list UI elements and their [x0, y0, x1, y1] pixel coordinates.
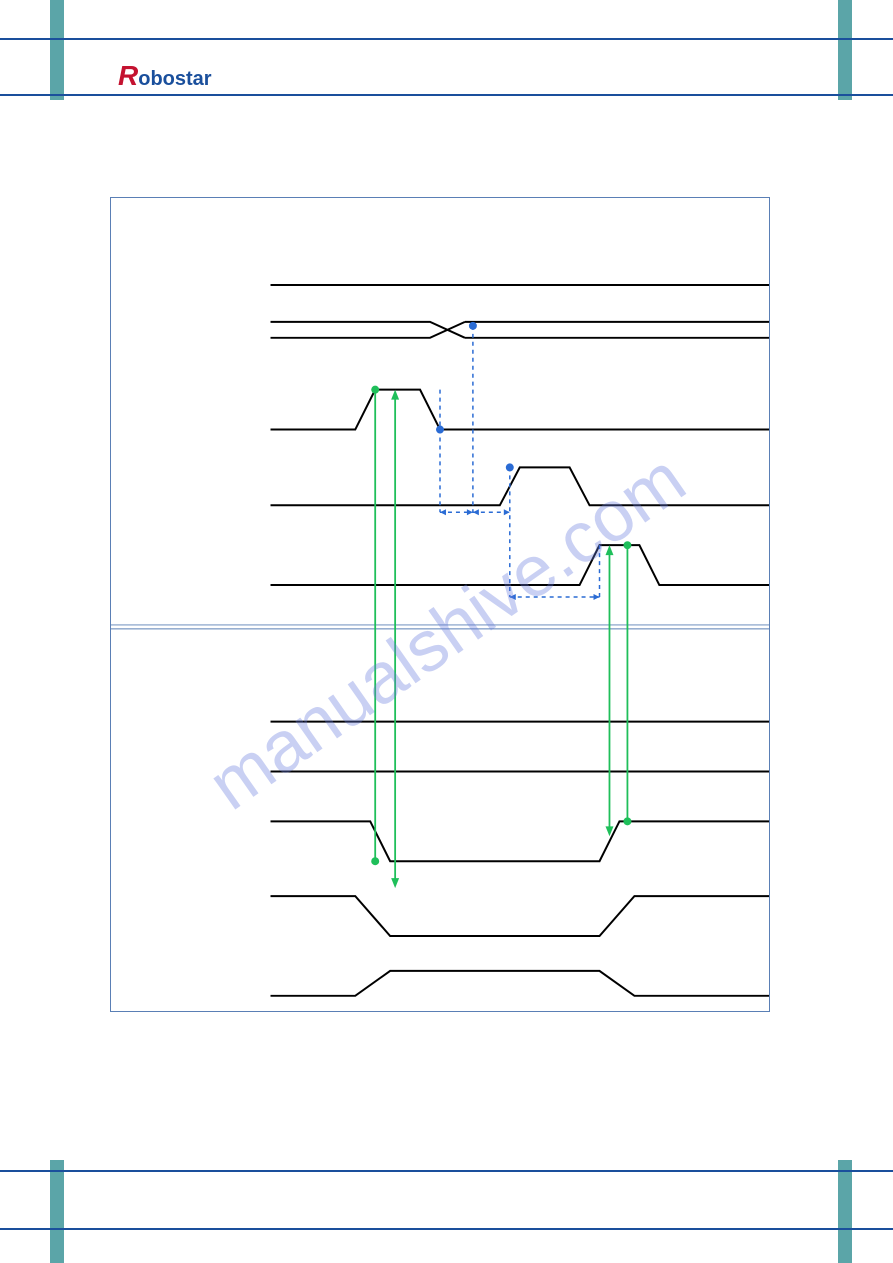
- logo: Robostar: [118, 60, 212, 92]
- logo-text: obostar: [138, 68, 211, 90]
- teal-bar-bottom-left: [50, 1160, 64, 1263]
- footer-line-1: [0, 1170, 893, 1172]
- footer-line-2: [0, 1228, 893, 1230]
- teal-bar-bottom-right: [838, 1160, 852, 1263]
- teal-bar-top-left: [50, 0, 64, 100]
- header-line-2: [0, 94, 893, 96]
- timing-diagram: [110, 197, 770, 1012]
- header-line-1: [0, 38, 893, 40]
- logo-initial: R: [118, 60, 138, 91]
- teal-bar-top-right: [838, 0, 852, 100]
- timing-diagram-svg: [111, 198, 769, 1011]
